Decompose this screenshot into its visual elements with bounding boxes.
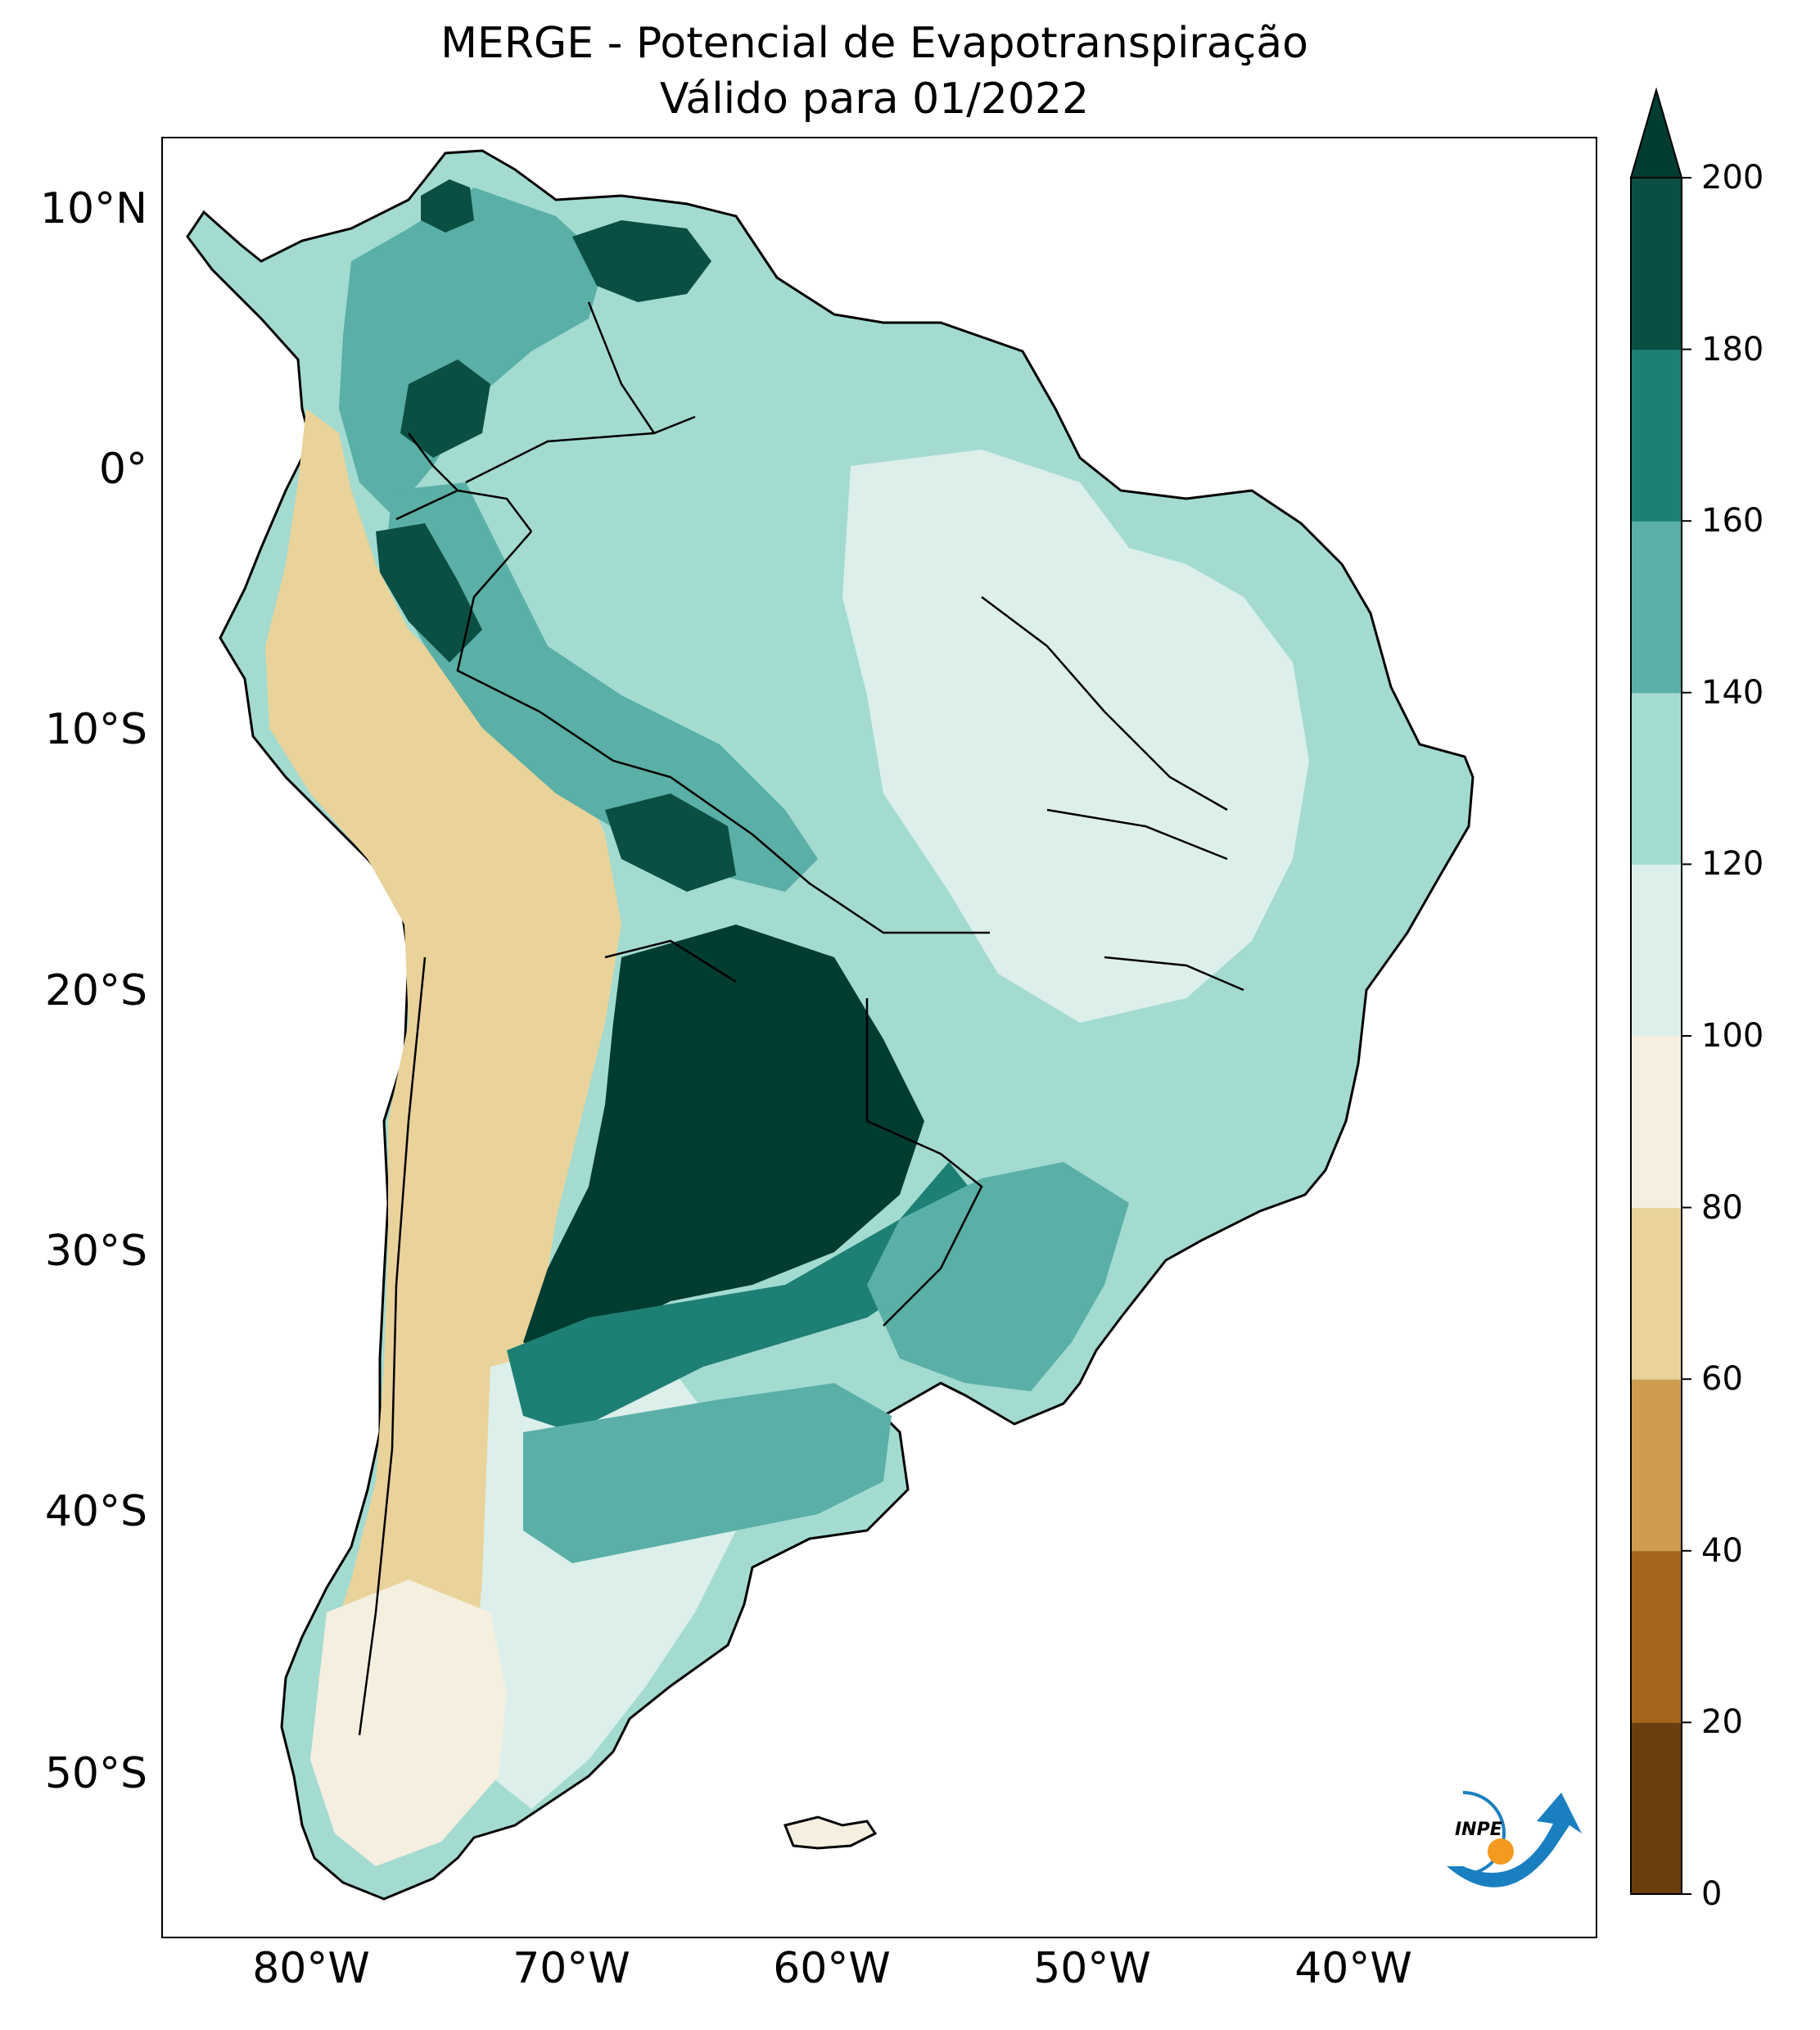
lon-tick-label: 70°W [513, 1944, 630, 1993]
south-america-map: INPE [186, 149, 1582, 1901]
colorbar-tick-label: 160 [1701, 502, 1764, 540]
colorbar-tick-label: 80 [1701, 1188, 1743, 1227]
lat-tick-label: 40°S [44, 1487, 147, 1536]
colorbar-segment [1631, 521, 1682, 694]
colorbar-segment [1631, 349, 1682, 522]
colorbar-tick-label: 20 [1701, 1703, 1743, 1742]
colorbar-tick-label: 140 [1701, 673, 1764, 712]
inpe-logo: INPE [1447, 1791, 1582, 1888]
lat-tick-label: 30°S [44, 1227, 147, 1276]
paraguay-argentina-max [523, 925, 924, 1367]
colorbar-tick-label: 180 [1701, 330, 1764, 368]
colorbar-segment [1631, 178, 1682, 350]
colorbar-tick-label: 200 [1701, 159, 1764, 197]
colombia-dark [400, 359, 490, 458]
lat-tick-label: 10°S [44, 705, 147, 754]
colorbar-segment [1631, 1722, 1682, 1895]
lon-tick-label: 40°W [1294, 1944, 1412, 1993]
colorbar-tick-label: 60 [1701, 1360, 1743, 1399]
map-title: MERGE - Potencial de Evapotranspiração [440, 19, 1308, 68]
western-amazon-mid [384, 482, 818, 892]
bolivia-dark [605, 793, 736, 892]
pampas-mid [523, 1383, 892, 1563]
falkland-islands [783, 1815, 878, 1850]
colorbar-tick-label: 40 [1701, 1531, 1743, 1570]
lat-tick-label: 0° [98, 445, 147, 494]
lat-tick-label: 20°S [44, 966, 147, 1015]
colorbar-segment [1631, 1036, 1682, 1209]
inpe-logo-text: INPE [1455, 1820, 1502, 1840]
venezuela-dark [572, 220, 711, 302]
lat-tick-label: 10°N [39, 184, 147, 233]
colorbar [1629, 87, 1691, 1895]
lon-tick-label: 50°W [1033, 1944, 1151, 1993]
lon-tick-label: 60°W [773, 1944, 891, 1993]
colorbar-segment [1631, 1379, 1682, 1552]
south-brazil-mid [867, 1162, 1129, 1391]
colorbar-segment [1631, 1550, 1682, 1723]
peru-dark [376, 523, 482, 662]
colorbar-extend-arrow [1629, 87, 1683, 179]
colorbar-segment [1631, 692, 1682, 865]
colorbar-tick-label: 0 [1701, 1875, 1723, 1913]
map-panel: INPE [161, 137, 1597, 1938]
map-subtitle: Válido para 01/2022 [659, 75, 1090, 124]
lon-tick-label: 80°W [252, 1944, 370, 1993]
colorbar-tick-label: 120 [1701, 845, 1764, 884]
colorbar-tick-label: 100 [1701, 1017, 1764, 1055]
brazil-east-light [842, 450, 1309, 1023]
colorbar-segment [1631, 864, 1682, 1037]
south-patagonia-pale [310, 1580, 507, 1866]
country-borders [358, 301, 1244, 1736]
argentina-ring [507, 1162, 982, 1432]
colorbar-segment [1631, 1207, 1682, 1380]
caribbean-dark [421, 179, 474, 233]
lat-tick-label: 50°S [44, 1749, 147, 1798]
